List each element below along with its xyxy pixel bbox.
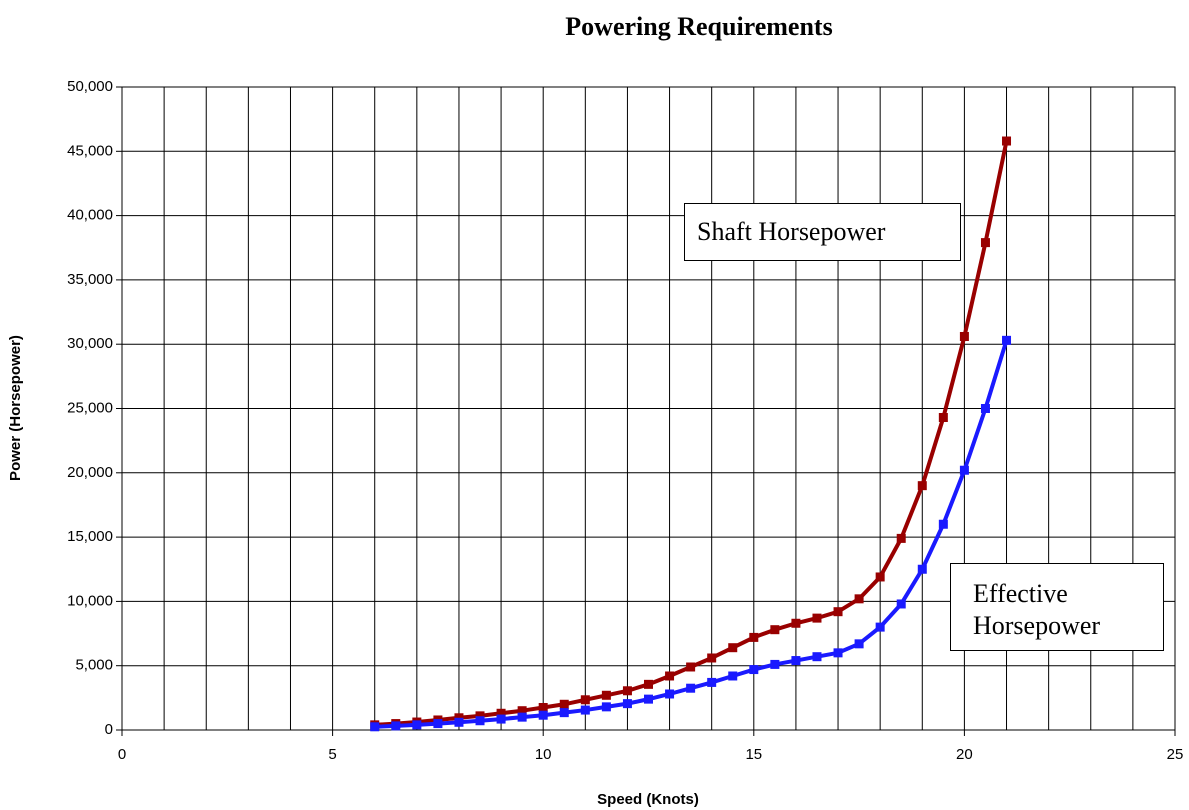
marker — [454, 717, 464, 727]
x-tick-label: 0 — [118, 746, 126, 763]
marker — [707, 677, 717, 687]
marker — [854, 594, 864, 604]
marker — [728, 671, 738, 681]
marker — [707, 653, 717, 663]
chart-title: Powering Requirements — [565, 12, 832, 41]
marker — [770, 659, 780, 669]
x-tick-label: 20 — [956, 746, 973, 763]
marker — [601, 702, 611, 712]
y-tick-label: 50,000 — [67, 78, 113, 95]
marker — [370, 722, 380, 732]
marker — [749, 665, 759, 675]
marker — [391, 721, 401, 731]
marker — [812, 613, 822, 623]
y-tick-label: 10,000 — [67, 592, 113, 609]
marker — [475, 716, 485, 726]
marker — [622, 686, 632, 696]
y-tick-label: 20,000 — [67, 464, 113, 481]
marker — [454, 713, 464, 723]
annotation: Shaft Horsepower — [684, 203, 961, 261]
marker — [580, 695, 590, 705]
marker — [665, 689, 675, 699]
marker — [917, 481, 927, 491]
y-tick-label: 15,000 — [67, 528, 113, 545]
marker — [980, 238, 990, 248]
y-axis-title: Power (Horsepower) — [7, 335, 24, 481]
y-tick-label: 25,000 — [67, 399, 113, 416]
marker — [917, 564, 927, 574]
y-tick-label: 30,000 — [67, 335, 113, 352]
marker — [791, 656, 801, 666]
marker — [496, 708, 506, 718]
marker — [538, 702, 548, 712]
marker — [412, 720, 422, 730]
marker — [559, 708, 569, 718]
marker — [833, 648, 843, 658]
marker — [517, 706, 527, 716]
marker — [959, 331, 969, 341]
marker — [728, 643, 738, 653]
marker — [833, 607, 843, 617]
marker — [496, 714, 506, 724]
y-tick-label: 35,000 — [67, 271, 113, 288]
marker — [686, 662, 696, 672]
y-tick-label: 5,000 — [75, 657, 113, 674]
x-tick-label: 15 — [745, 746, 762, 763]
plot-frame — [121, 86, 1176, 731]
marker — [791, 618, 801, 628]
marker — [749, 632, 759, 642]
marker — [980, 404, 990, 413]
marker — [854, 639, 864, 649]
annotation: Effective Horsepower — [950, 563, 1164, 651]
marker — [538, 710, 548, 720]
marker — [644, 694, 653, 704]
marker — [959, 465, 969, 475]
marker — [770, 625, 780, 635]
marker — [938, 413, 948, 423]
marker — [475, 711, 485, 721]
marker — [644, 679, 653, 689]
x-axis-title: Speed (Knots) — [597, 791, 699, 808]
marker — [938, 519, 948, 529]
marker — [665, 671, 675, 681]
marker — [601, 690, 611, 700]
y-tick-label: 40,000 — [67, 207, 113, 224]
x-tick-label: 25 — [1167, 746, 1184, 763]
marker — [686, 683, 696, 693]
x-tick-label: 5 — [328, 746, 336, 763]
marker — [622, 699, 632, 709]
marker — [1002, 335, 1012, 345]
marker — [559, 699, 569, 709]
y-tick-label: 0 — [105, 721, 113, 738]
marker — [580, 705, 590, 715]
marker — [875, 572, 885, 582]
marker — [517, 712, 527, 722]
marker — [896, 599, 906, 609]
marker — [875, 622, 885, 632]
marker — [812, 652, 822, 662]
marker — [896, 533, 906, 543]
marker — [1002, 136, 1012, 146]
marker — [433, 719, 443, 729]
y-tick-label: 45,000 — [67, 142, 113, 159]
x-tick-label: 10 — [535, 746, 552, 763]
